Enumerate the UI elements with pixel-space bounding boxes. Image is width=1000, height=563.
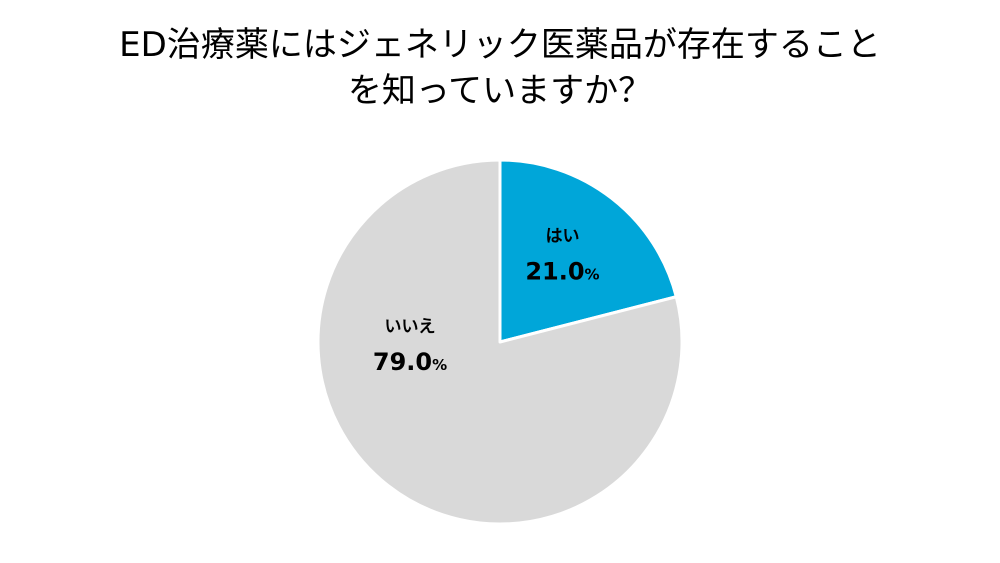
chart-title: ED治療薬にはジェネリック医薬品が存在すること を知っていますか？ bbox=[0, 22, 1000, 114]
pie-label-yes-value: 21.0% bbox=[525, 257, 599, 285]
pie-label-no-value: 79.0% bbox=[373, 348, 447, 376]
pie-slices bbox=[316, 158, 684, 526]
pie-label-no-category: いいえ bbox=[385, 317, 436, 337]
pie-label-yes-category: はい bbox=[545, 226, 579, 246]
chart-title-line-1: ED治療薬にはジェネリック医薬品が存在すること bbox=[119, 25, 881, 65]
pie-slice-yes bbox=[498, 158, 678, 344]
chart-title-line-2: を知っていますか？ bbox=[347, 71, 653, 111]
pie-slice-no bbox=[316, 158, 684, 526]
pie-labels: はい 21.0% いいえ 79.0% bbox=[373, 226, 600, 376]
